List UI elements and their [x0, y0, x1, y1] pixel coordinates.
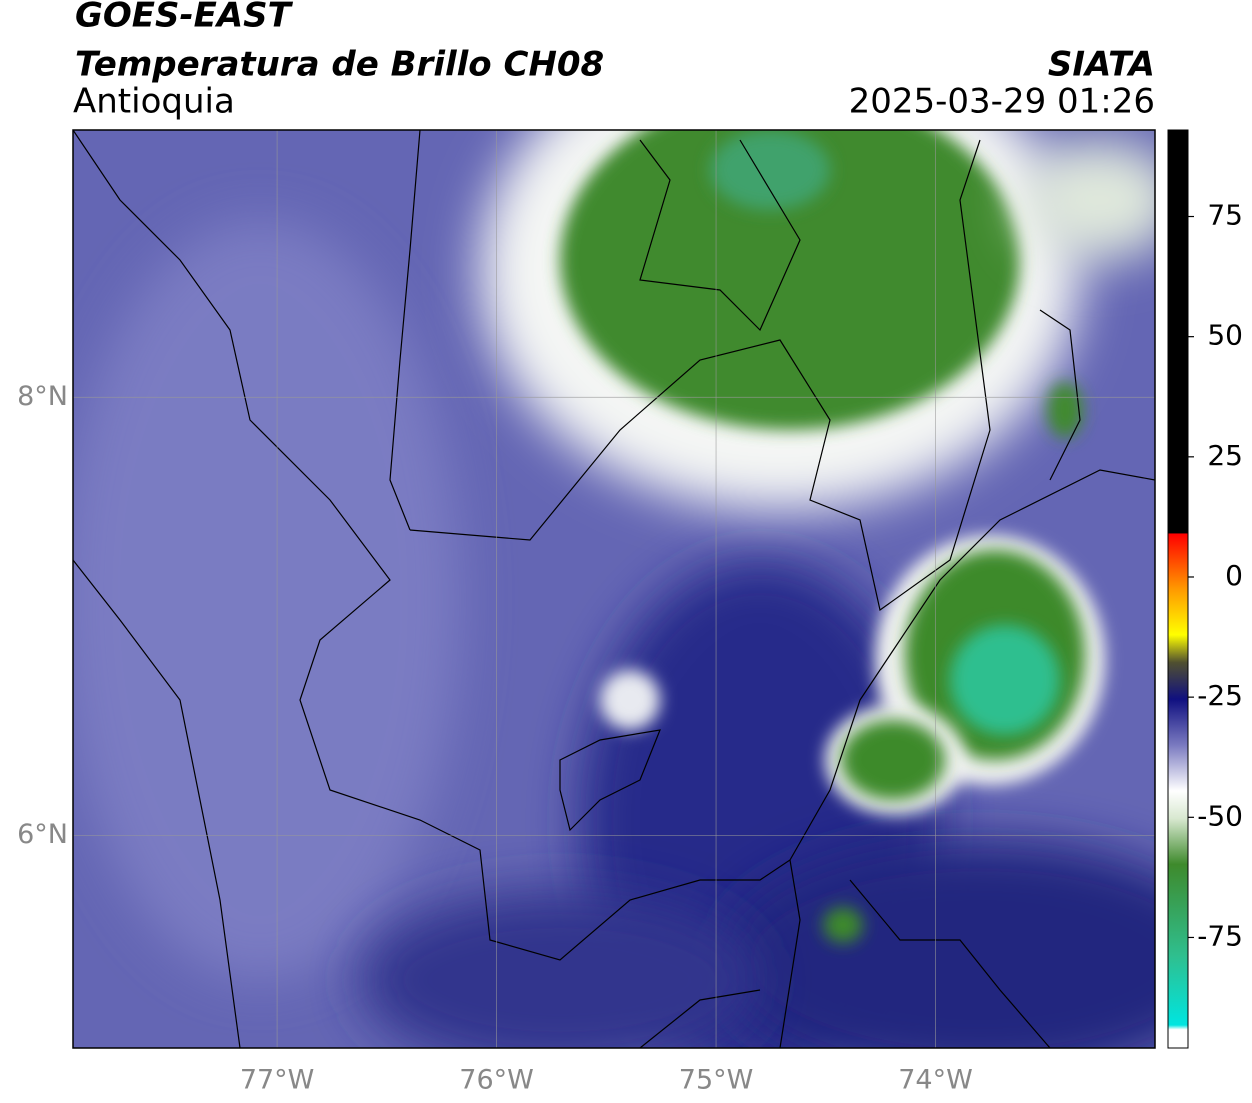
colorbar-tick-label: -25 — [1197, 679, 1243, 712]
colorbar — [1167, 129, 1189, 1049]
y-tick-label: 8°N — [17, 381, 68, 412]
colorbar-tick-label: 0 — [1225, 559, 1243, 592]
timestamp: 2025-03-29 01:26 — [849, 82, 1155, 122]
subtitle: Temperatura de Brillo CH08 — [75, 45, 604, 85]
x-tick-label: 77°W — [240, 1065, 315, 1096]
colorbar-tick-label: 50 — [1207, 319, 1243, 352]
title: GOES-EAST — [75, 0, 294, 36]
x-tick-label: 75°W — [679, 1065, 754, 1096]
colorbar-tick-label: 25 — [1207, 439, 1243, 472]
colorbar-tick-label: -50 — [1197, 799, 1243, 832]
region: Antioquia — [73, 82, 235, 122]
satellite-image — [73, 130, 1155, 1048]
colorbar-tick-label: 75 — [1207, 199, 1243, 232]
source: SIATA — [1048, 45, 1155, 85]
grid — [73, 130, 1155, 1048]
x-tick-label: 74°W — [898, 1065, 973, 1096]
y-tick-label: 6°N — [17, 819, 68, 850]
x-tick-label: 76°W — [459, 1065, 534, 1096]
colorbar-tick-label: -75 — [1197, 919, 1243, 952]
plot-frame — [72, 129, 1156, 1049]
